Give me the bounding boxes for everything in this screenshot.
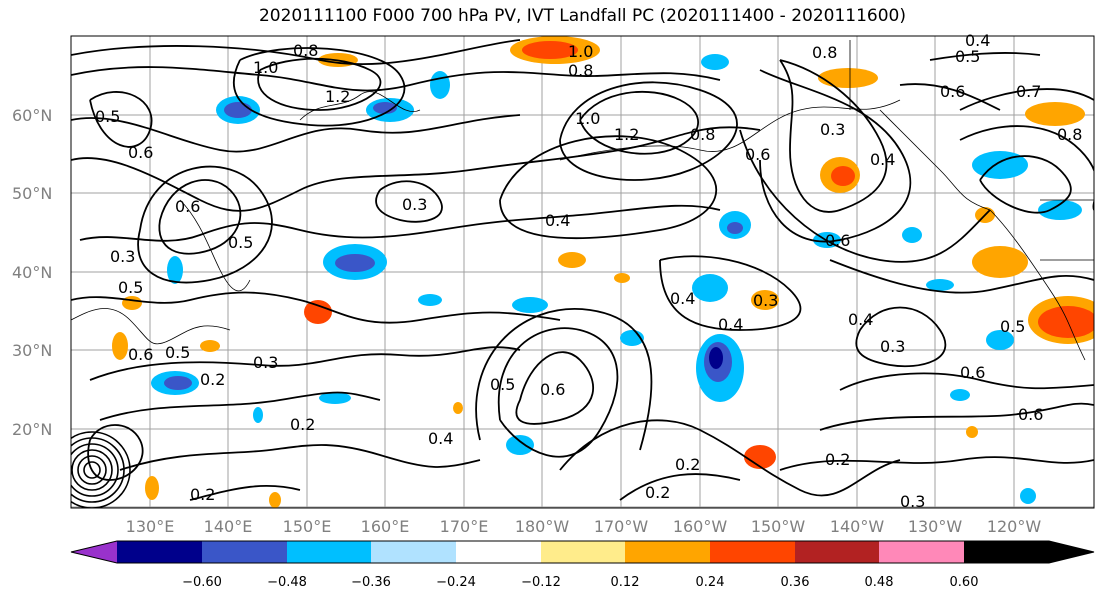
lon-label: 170°E (440, 517, 489, 536)
lon-label: 120°W (987, 517, 1042, 536)
colorbar-tick-label: 0.48 (865, 575, 894, 590)
colorbar-segment (287, 541, 371, 563)
contour-label: 0.5 (118, 278, 143, 297)
colorbar-tick-label: 0.36 (781, 575, 810, 590)
lat-label: 20°N (12, 420, 52, 439)
colorbar-outline (70, 540, 1095, 564)
contour-label: 0.5 (165, 343, 190, 362)
map-plot-area (71, 36, 1094, 508)
colorbar-tick-label: −0.12 (521, 575, 561, 590)
colorbar (70, 540, 1095, 564)
contour-label: 0.4 (965, 31, 990, 50)
lon-label: 160°W (673, 517, 728, 536)
cyclone-contours (71, 431, 131, 508)
contour-label: 0.6 (1018, 405, 1043, 424)
colorbar-tick-label: −0.36 (351, 575, 391, 590)
contour-label: 0.3 (110, 247, 135, 266)
contour-label: 0.6 (745, 145, 770, 164)
colorbar-tick-label: 0.60 (950, 575, 979, 590)
colorbar-segment (202, 541, 287, 563)
contour-label: 0.8 (568, 61, 593, 80)
colorbar-segment (795, 541, 879, 563)
colorbar-segment (879, 541, 964, 563)
lon-label: 150°W (751, 517, 806, 536)
colorbar-tick-label: −0.60 (182, 575, 222, 590)
lon-label: 170°W (594, 517, 649, 536)
lon-label: 140°W (830, 517, 885, 536)
contour-label: 0.2 (645, 483, 670, 502)
contour-label: 0.5 (490, 375, 515, 394)
colorbar-segment (371, 541, 456, 563)
contour-label: 1.0 (568, 42, 593, 61)
colorbar-extend-high (964, 541, 1094, 563)
contour-label: 0.2 (290, 415, 315, 434)
contour-label: 0.6 (940, 82, 965, 101)
contour-label-layer: 0.8 1.0 1.2 0.5 0.6 1.0 0.8 0.8 0.5 0.4 … (95, 31, 1082, 511)
contour-label: 0.6 (540, 380, 565, 399)
contour-label: 0.8 (812, 43, 837, 62)
contour-label: 0.4 (848, 310, 873, 329)
contour-label: 1.2 (325, 87, 350, 106)
contour-label: 0.3 (880, 337, 905, 356)
colorbar-tick-label: −0.24 (436, 575, 476, 590)
colorbar-tick-label: 0.24 (696, 575, 725, 590)
contour-label: 0.3 (900, 492, 925, 511)
lat-label: 60°N (12, 106, 52, 125)
contour-label: 0.5 (228, 233, 253, 252)
contour-label: 0.3 (820, 120, 845, 139)
contour-label: 0.6 (128, 345, 153, 364)
contour-label: 0.4 (870, 150, 895, 169)
lat-label: 30°N (12, 341, 52, 360)
contour-label: 0.5 (1000, 317, 1025, 336)
contour-label: 0.6 (960, 363, 985, 382)
contour-label: 1.2 (614, 125, 639, 144)
colorbar-tick-label: −0.48 (267, 575, 307, 590)
colorbar-ticks: −0.60 −0.48 −0.36 −0.24 −0.12 0.12 0.24 … (182, 575, 978, 590)
map-title: 2020111100 F000 700 hPa PV, IVT Landfall… (258, 6, 906, 26)
lat-label: 50°N (12, 184, 52, 203)
contour-label: 0.2 (825, 450, 850, 469)
contour-label: 0.4 (718, 315, 743, 334)
colorbar-segment (710, 541, 795, 563)
contour-label: 0.5 (95, 107, 120, 126)
colorbar-segment (541, 541, 625, 563)
contour-label: 0.8 (690, 125, 715, 144)
colorbar-segment (456, 541, 541, 563)
contour-label: 0.3 (753, 291, 778, 310)
contour-label: 0.2 (200, 370, 225, 389)
map-frame (70, 35, 1095, 509)
colorbar-tick-label: 0.12 (611, 575, 640, 590)
lon-label: 140°E (204, 517, 253, 536)
lon-label: 130°E (126, 517, 175, 536)
contour-label: 0.4 (428, 429, 453, 448)
contour-label: 0.3 (402, 195, 427, 214)
contour-label: 1.0 (575, 109, 600, 128)
contour-label: 0.8 (293, 41, 318, 60)
colorbar-extend-low (71, 541, 117, 563)
contour-label: 0.3 (253, 353, 278, 372)
contour-label: 1.0 (253, 58, 278, 77)
contour-label: 0.6 (825, 231, 850, 250)
contour-label: 0.6 (128, 143, 153, 162)
lat-label: 40°N (12, 263, 52, 282)
contour-label: 0.2 (675, 455, 700, 474)
colorbar-segment (625, 541, 710, 563)
contour-label: 0.2 (190, 485, 215, 504)
contour-label: 0.8 (1057, 125, 1082, 144)
lon-label: 160°E (361, 517, 410, 536)
pv-contours (71, 39, 1094, 501)
contour-label: 0.6 (175, 197, 200, 216)
contour-label: 0.5 (955, 47, 980, 66)
contour-label: 0.4 (670, 289, 695, 308)
contour-label: 0.7 (1016, 82, 1041, 101)
colorbar-segment (117, 541, 202, 563)
lon-label: 130°W (908, 517, 963, 536)
coastlines (71, 40, 1094, 361)
lon-label: 180°W (515, 517, 570, 536)
lon-label: 150°E (283, 517, 332, 536)
contour-label: 0.4 (545, 211, 570, 230)
